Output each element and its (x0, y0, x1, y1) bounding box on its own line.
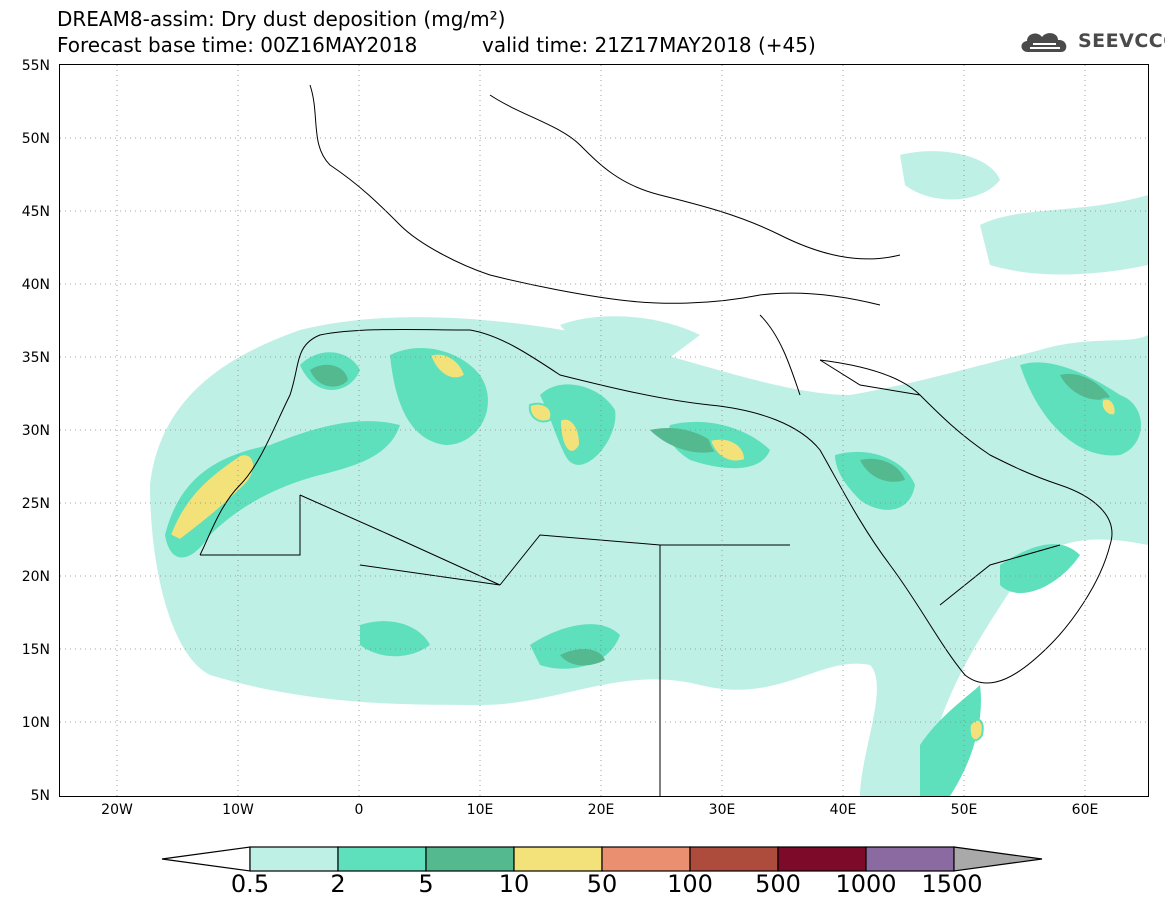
lat-label: 10N (21, 715, 50, 731)
lon-label: 50E (950, 802, 978, 818)
colorbar-swatch (337, 846, 427, 872)
colorbar-swatch (865, 846, 955, 872)
colorbar (161, 846, 1043, 872)
lon-label: 40E (829, 802, 857, 818)
coastlines (199, 84, 1113, 796)
colorbar-label: 100 (667, 870, 713, 898)
colorbar-swatch (777, 846, 867, 872)
dust-field-high (168, 352, 1117, 742)
lon-label: 30E (708, 802, 736, 818)
lat-label: 25N (21, 496, 50, 512)
valid-time: valid time: 21Z17MAY2018 (+45) (482, 33, 816, 57)
lon-label: 20E (587, 802, 615, 818)
map-panel (59, 64, 1149, 797)
lat-label: 55N (21, 58, 50, 74)
dust-field-light (150, 151, 1148, 796)
lat-label: 45N (21, 204, 50, 220)
lat-label: 5N (30, 788, 50, 804)
lat-label: 30N (21, 423, 50, 439)
seevccc-logo: SEEVCCC (1018, 28, 1165, 54)
colorbar-label: 10 (498, 870, 530, 898)
colorbar-swatch (689, 846, 779, 872)
colorbar-swatch (249, 846, 339, 872)
colorbar-label: 1500 (921, 870, 983, 898)
colorbar-label: 1000 (835, 870, 897, 898)
colorbar-over-arrow (953, 846, 1043, 872)
map-title: DREAM8-assim: Dry dust deposition (mg/m²… (57, 7, 506, 31)
colorbar-label: 2 (330, 870, 346, 898)
forecast-base-time: Forecast base time: 00Z16MAY2018 (57, 33, 418, 57)
lat-label: 50N (21, 131, 50, 147)
lat-label: 15N (21, 642, 50, 658)
lon-label: 10W (222, 802, 254, 818)
map-canvas (60, 65, 1148, 796)
colorbar-label: 5 (418, 870, 434, 898)
lon-label: 10E (466, 802, 494, 818)
lon-label: 20W (101, 802, 133, 818)
colorbar-label: 50 (586, 870, 618, 898)
colorbar-swatch (601, 846, 691, 872)
colorbar-label: 500 (755, 870, 801, 898)
colorbar-label: 0.5 (230, 870, 270, 898)
colorbar-swatch (425, 846, 515, 872)
dust-field-dark (310, 364, 1110, 666)
lat-label: 40N (21, 277, 50, 293)
logo-text: SEEVCCC (1078, 30, 1165, 52)
cloud-logo-icon (1021, 33, 1067, 52)
lat-label: 35N (21, 350, 50, 366)
graticule (60, 65, 1148, 796)
lat-label: 20N (21, 569, 50, 585)
colorbar-swatch (513, 846, 603, 872)
colorbar-under-arrow (161, 846, 251, 872)
lon-label: 60E (1071, 802, 1099, 818)
lon-label: 0 (354, 802, 364, 818)
